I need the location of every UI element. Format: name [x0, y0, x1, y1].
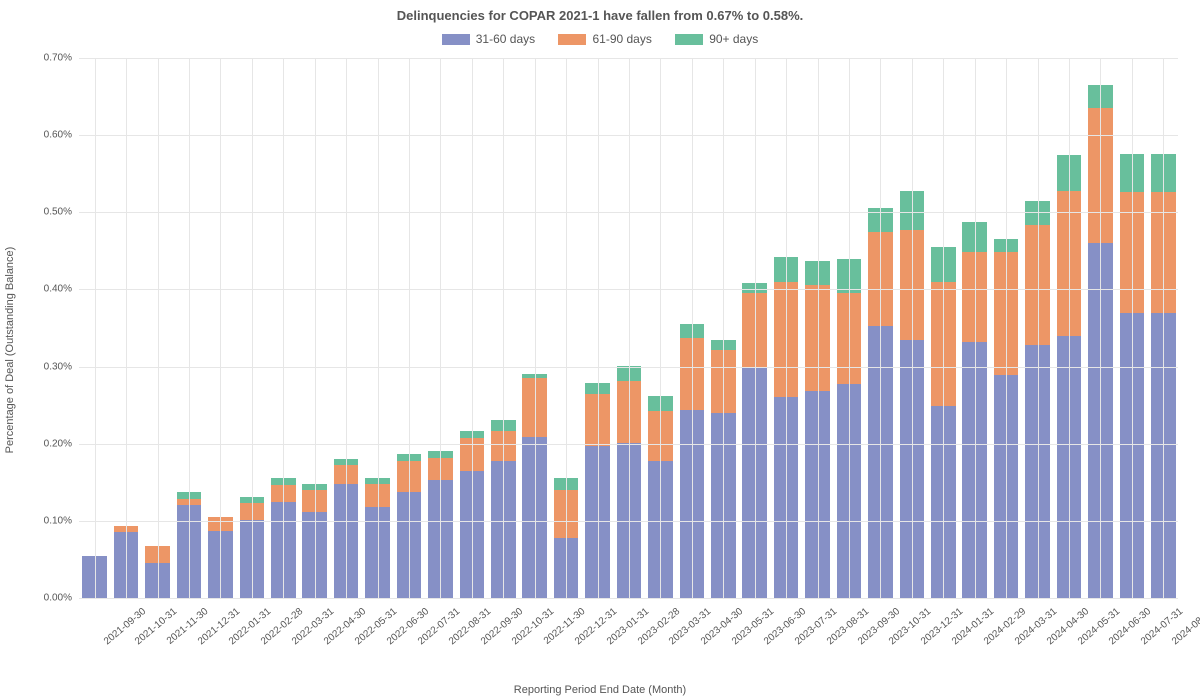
y-tick-label: 0.50%	[12, 207, 72, 218]
legend-swatch-31-60	[442, 34, 470, 45]
gridline-v	[283, 58, 284, 598]
x-axis-label: Reporting Period End Date (Month)	[0, 684, 1200, 696]
legend-item-61-90: 61-90 days	[558, 32, 651, 46]
gridline-v	[472, 58, 473, 598]
y-tick-label: 0.30%	[12, 361, 72, 372]
chart-title: Delinquencies for COPAR 2021-1 have fall…	[0, 8, 1200, 23]
gridline-v	[346, 58, 347, 598]
delinquency-chart: Delinquencies for COPAR 2021-1 have fall…	[0, 0, 1200, 700]
y-tick-label: 0.70%	[12, 53, 72, 64]
gridline-v	[849, 58, 850, 598]
legend-label-31-60: 31-60 days	[476, 32, 535, 46]
gridline-v	[158, 58, 159, 598]
y-tick-label: 0.00%	[12, 593, 72, 604]
gridline-v	[1006, 58, 1007, 598]
gridline-v	[786, 58, 787, 598]
plot-area	[78, 58, 1178, 598]
legend-label-90plus: 90+ days	[709, 32, 758, 46]
gridline-v	[220, 58, 221, 598]
gridline-v	[1132, 58, 1133, 598]
gridline-v	[660, 58, 661, 598]
gridline-v	[95, 58, 96, 598]
legend-item-90plus: 90+ days	[675, 32, 758, 46]
y-tick-label: 0.10%	[12, 515, 72, 526]
gridline-v	[912, 58, 913, 598]
gridline-v	[880, 58, 881, 598]
chart-legend: 31-60 days 61-90 days 90+ days	[0, 32, 1200, 48]
legend-label-61-90: 61-90 days	[592, 32, 651, 46]
y-tick-label: 0.20%	[12, 438, 72, 449]
gridline-v	[409, 58, 410, 598]
gridline-v	[1163, 58, 1164, 598]
gridline-v	[723, 58, 724, 598]
gridline-v	[189, 58, 190, 598]
gridline-v	[598, 58, 599, 598]
gridline-h	[79, 598, 1178, 599]
gridline-v	[126, 58, 127, 598]
gridline-v	[755, 58, 756, 598]
gridline-v	[440, 58, 441, 598]
gridline-v	[315, 58, 316, 598]
y-axis-label: Percentage of Deal (Outstanding Balance)	[4, 247, 16, 454]
gridline-v	[975, 58, 976, 598]
y-tick-label: 0.40%	[12, 284, 72, 295]
gridline-v	[818, 58, 819, 598]
gridline-v	[252, 58, 253, 598]
gridline-v	[943, 58, 944, 598]
legend-item-31-60: 31-60 days	[442, 32, 535, 46]
legend-swatch-61-90	[558, 34, 586, 45]
gridline-v	[1069, 58, 1070, 598]
legend-swatch-90plus	[675, 34, 703, 45]
gridline-v	[1100, 58, 1101, 598]
y-tick-label: 0.60%	[12, 130, 72, 141]
gridline-v	[535, 58, 536, 598]
gridline-v	[503, 58, 504, 598]
gridline-v	[629, 58, 630, 598]
gridline-v	[566, 58, 567, 598]
gridline-v	[1038, 58, 1039, 598]
gridline-v	[378, 58, 379, 598]
gridline-v	[692, 58, 693, 598]
